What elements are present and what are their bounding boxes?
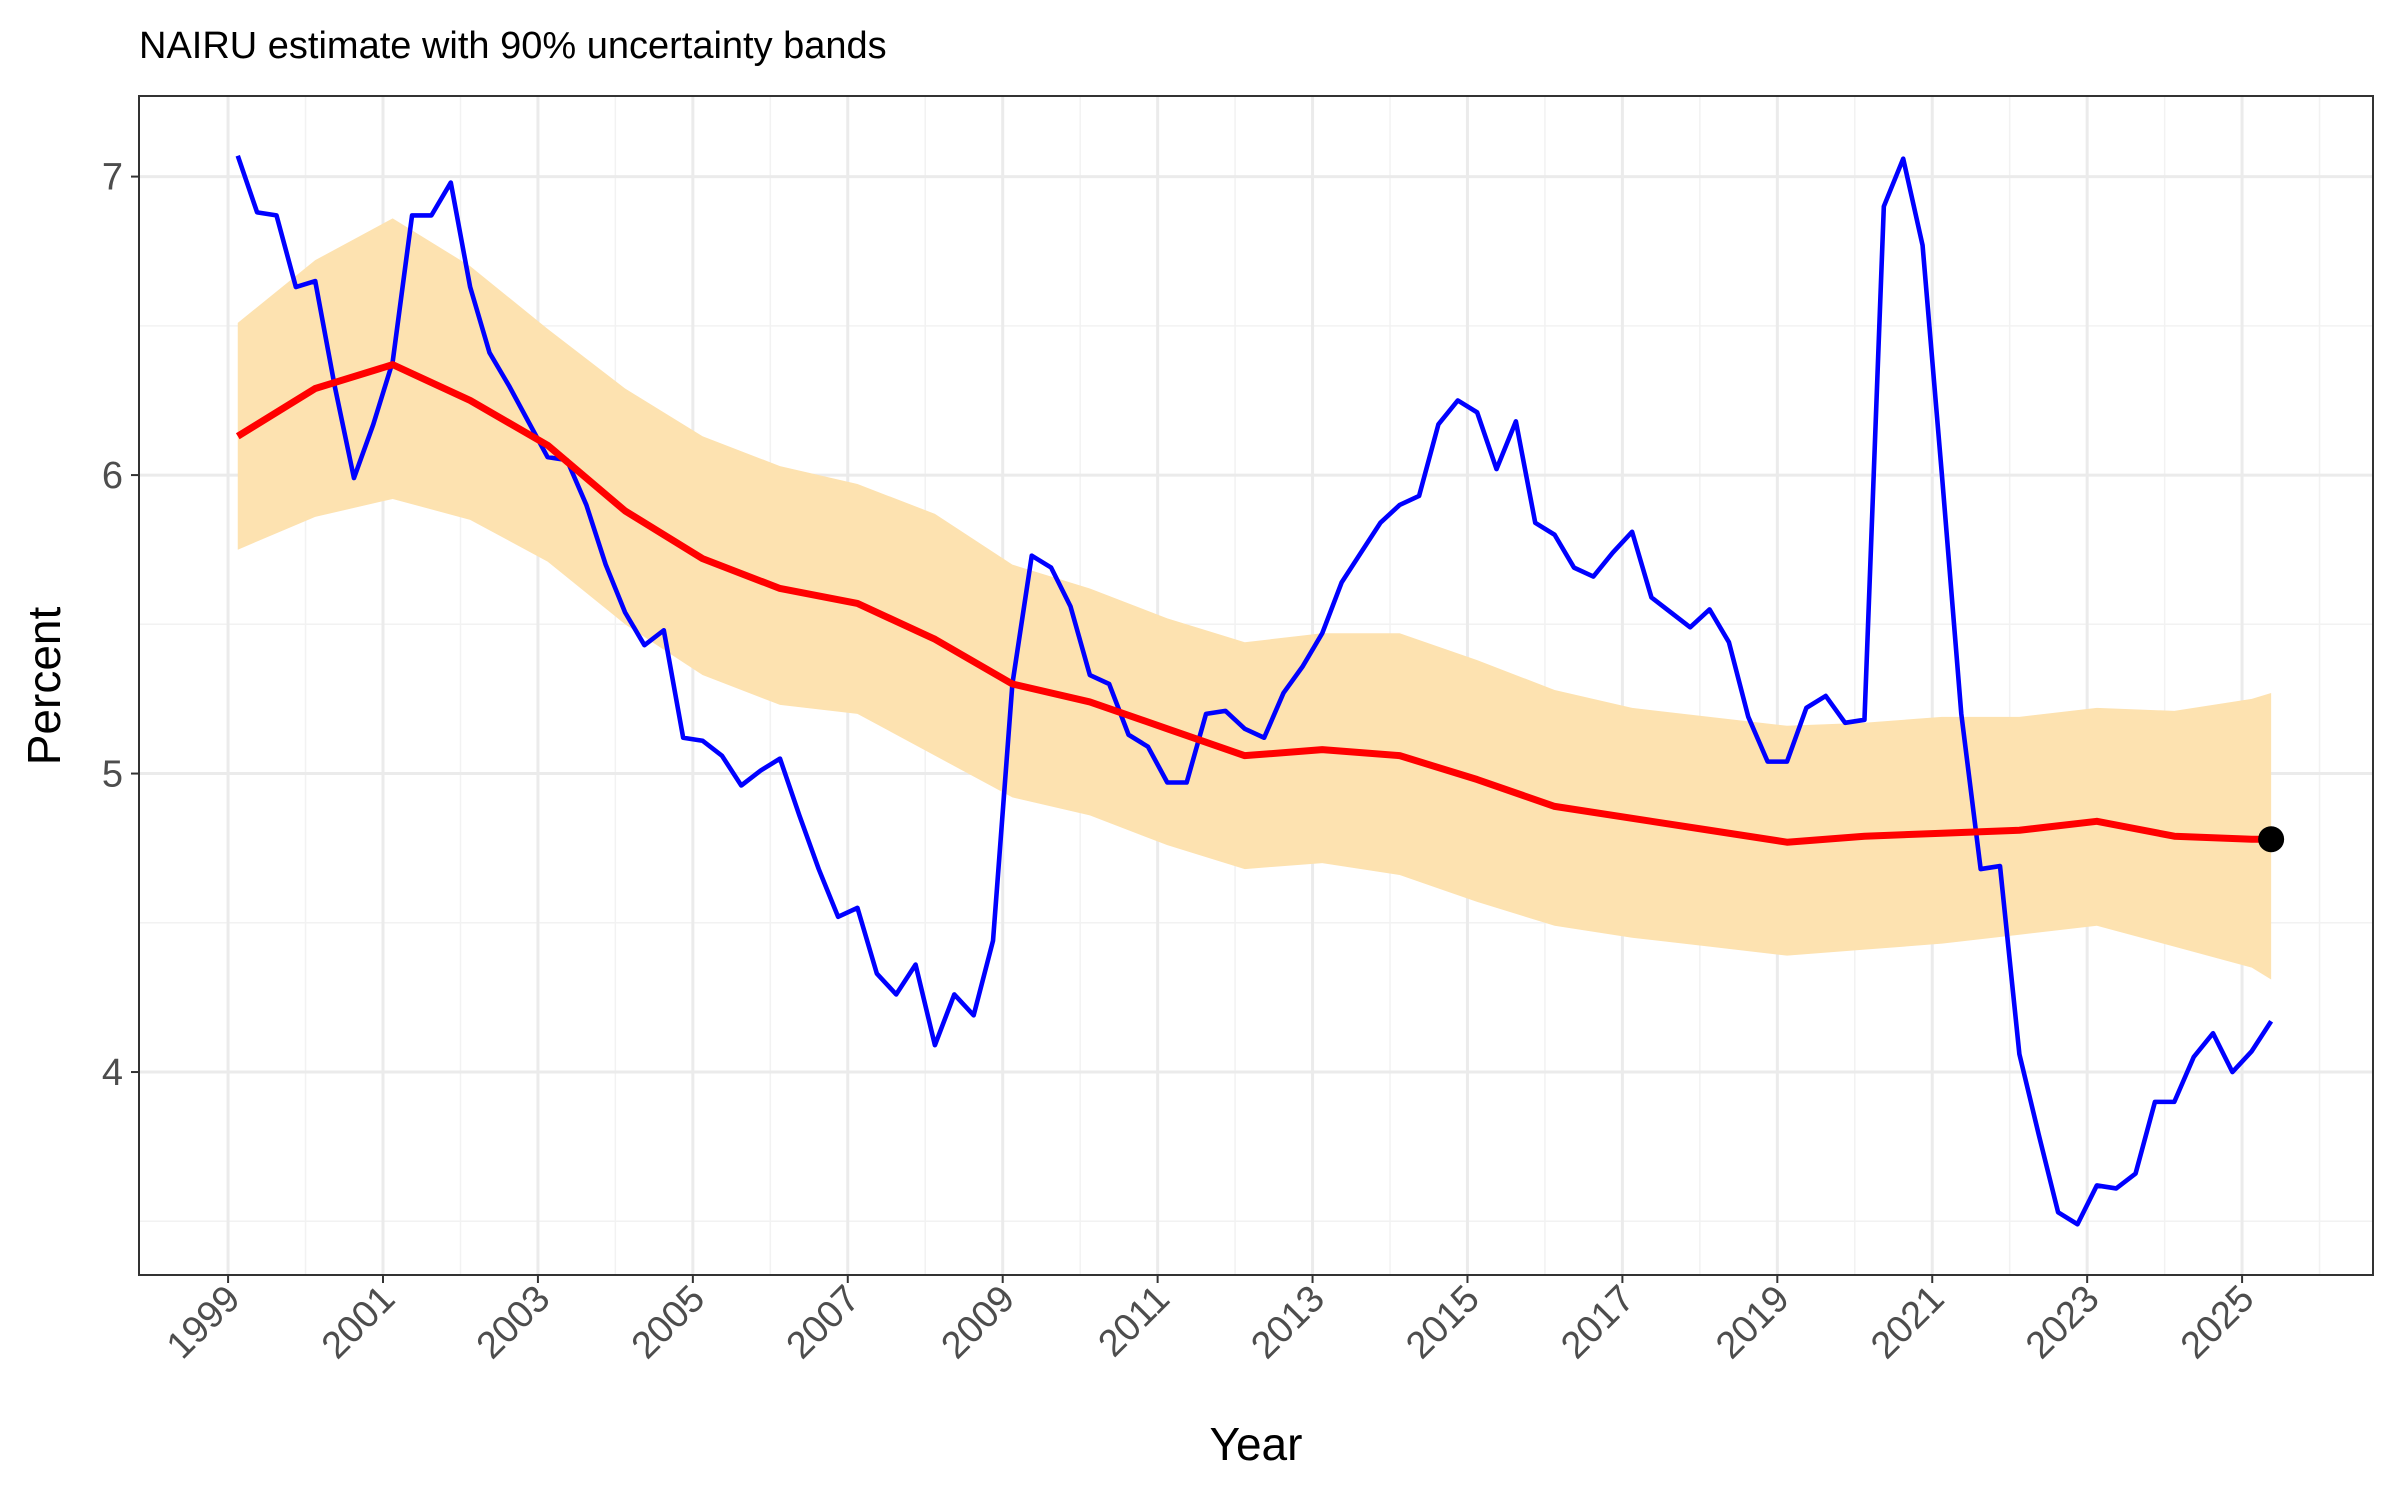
y-tick-label: 4: [102, 1052, 123, 1094]
x-tick-label: 2003: [469, 1278, 558, 1367]
x-tick-label: 2025: [2173, 1278, 2262, 1367]
y-tick-label: 5: [102, 754, 123, 796]
x-tick-label: 2019: [1708, 1278, 1797, 1367]
x-tick-label: 2005: [624, 1278, 713, 1367]
plot-area: [235, 154, 2285, 1227]
end-point: [2258, 826, 2285, 853]
uncertainty-band: [237, 218, 2272, 980]
x-tick-label: 1999: [159, 1278, 248, 1367]
x-tick-label: 2013: [1243, 1278, 1332, 1367]
x-tick-label: 2001: [314, 1278, 403, 1367]
x-tick-label: 2017: [1553, 1278, 1642, 1367]
y-axis-title: Percent: [18, 607, 70, 766]
y-tick-label: 7: [102, 157, 123, 199]
series-line: [235, 154, 2274, 1227]
x-tick-label: 2015: [1398, 1278, 1487, 1367]
x-axis-title: Year: [1210, 1418, 1303, 1470]
y-tick-label: 6: [102, 455, 123, 497]
chart-title: NAIRU estimate with 90% uncertainty band…: [139, 25, 887, 67]
x-tick-label: 2009: [934, 1278, 1023, 1367]
series-line: [235, 361, 2272, 846]
x-tick-label: 2007: [779, 1278, 868, 1367]
x-tick-label: 2021: [1863, 1278, 1952, 1367]
plot-border: [138, 95, 2374, 1276]
x-tick-label: 2023: [2018, 1278, 2107, 1367]
x-tick-label: 2011: [1091, 1278, 1178, 1365]
